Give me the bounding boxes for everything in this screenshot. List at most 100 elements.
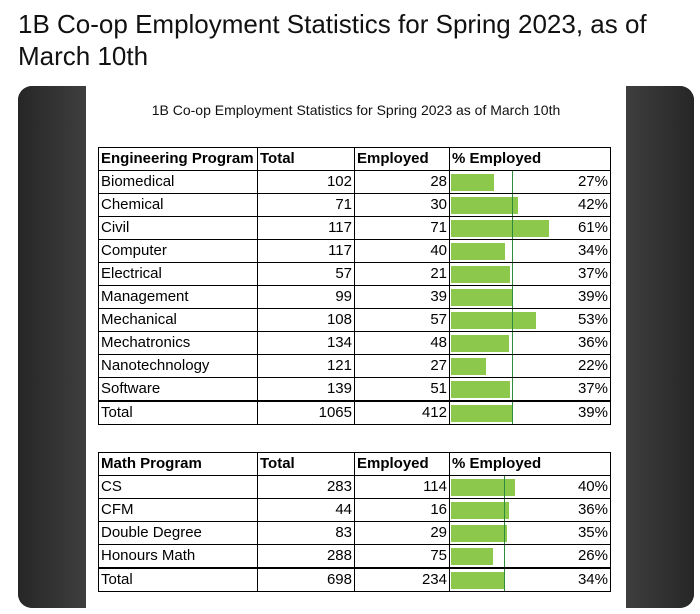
pct-bar — [451, 381, 510, 398]
program-name: Double Degree — [98, 521, 258, 545]
table-row: Chemical 71 30 42% — [98, 193, 611, 217]
pct-value: 37% — [577, 380, 608, 397]
total-count: 44 — [257, 498, 355, 522]
total-count: 108 — [257, 308, 355, 332]
pct-bar — [451, 197, 518, 214]
total-row: Total 698 234 34% — [98, 567, 611, 592]
program-name: Mechatronics — [98, 331, 258, 355]
employed-count: 51 — [354, 377, 450, 402]
average-line — [512, 286, 513, 308]
table-row: Management 99 39 39% — [98, 285, 611, 309]
header-total: Total — [257, 147, 355, 171]
pct-bar — [451, 312, 536, 329]
table-row: Mechatronics 134 48 36% — [98, 331, 611, 355]
header-pct-employed: % Employed — [449, 452, 611, 476]
employed-count: 27 — [354, 354, 450, 378]
average-line — [512, 240, 513, 262]
pct-bar — [451, 548, 493, 565]
header-program: Math Program — [98, 452, 258, 476]
pct-bar — [451, 502, 509, 519]
engineering-table: Engineering Program Total Employed % Emp… — [98, 147, 611, 425]
table-row: Computer 117 40 34% — [98, 239, 611, 263]
header-program: Engineering Program — [98, 147, 258, 171]
employed-count: 234 — [354, 567, 450, 592]
employed-count: 412 — [354, 400, 450, 425]
employed-count: 48 — [354, 331, 450, 355]
pct-value: 39% — [577, 288, 608, 305]
pct-employed-cell: 39% — [449, 285, 611, 309]
employed-count: 16 — [354, 498, 450, 522]
pct-value: 37% — [577, 265, 608, 282]
frame-shade-left — [18, 86, 88, 608]
program-name: Management — [98, 285, 258, 309]
pct-value: 36% — [577, 501, 608, 518]
pct-value: 39% — [577, 404, 608, 421]
program-name: Nanotechnology — [98, 354, 258, 378]
pct-bar — [451, 479, 515, 496]
employed-count: 21 — [354, 262, 450, 286]
table-row: Mechanical 108 57 53% — [98, 308, 611, 332]
employed-count: 114 — [354, 475, 450, 499]
average-line — [512, 378, 513, 400]
program-name: Total — [98, 400, 258, 425]
total-row: Total 1065 412 39% — [98, 400, 611, 425]
total-count: 117 — [257, 239, 355, 263]
pct-value: 34% — [577, 242, 608, 259]
pct-bar — [451, 243, 505, 260]
average-line — [512, 355, 513, 377]
average-line — [504, 522, 505, 544]
average-line — [504, 545, 505, 567]
engineering-header-row: Engineering Program Total Employed % Emp… — [98, 147, 611, 171]
employed-count: 29 — [354, 521, 450, 545]
pct-employed-cell: 27% — [449, 170, 611, 194]
program-name: Mechanical — [98, 308, 258, 332]
employed-count: 75 — [354, 544, 450, 569]
pct-bar — [451, 266, 510, 283]
pct-value: 36% — [577, 334, 608, 351]
average-line — [512, 332, 513, 354]
program-name: Honours Math — [98, 544, 258, 569]
total-count: 99 — [257, 285, 355, 309]
pct-value: 27% — [577, 173, 608, 190]
pct-bar — [451, 572, 505, 589]
pct-employed-cell: 39% — [449, 400, 611, 425]
total-count: 283 — [257, 475, 355, 499]
total-count: 288 — [257, 544, 355, 569]
total-count: 134 — [257, 331, 355, 355]
table-row: CS 283 114 40% — [98, 475, 611, 499]
pct-value: 61% — [577, 219, 608, 236]
pct-employed-cell: 53% — [449, 308, 611, 332]
average-line — [512, 194, 513, 216]
program-name: CFM — [98, 498, 258, 522]
total-count: 1065 — [257, 400, 355, 425]
header-pct-employed: % Employed — [449, 147, 611, 171]
pct-employed-cell: 34% — [449, 567, 611, 592]
employed-count: 39 — [354, 285, 450, 309]
total-count: 117 — [257, 216, 355, 240]
post-headline: 1B Co-op Employment Statistics for Sprin… — [18, 9, 647, 71]
average-line — [512, 263, 513, 285]
program-name: Biomedical — [98, 170, 258, 194]
header-employed: Employed — [354, 452, 450, 476]
total-count: 57 — [257, 262, 355, 286]
pct-employed-cell: 37% — [449, 377, 611, 402]
employed-count: 28 — [354, 170, 450, 194]
math-table: Math Program Total Employed % Employed C… — [98, 452, 611, 592]
pct-value: 53% — [577, 311, 608, 328]
total-count: 71 — [257, 193, 355, 217]
pct-employed-cell: 26% — [449, 544, 611, 569]
pct-employed-cell: 37% — [449, 262, 611, 286]
employed-count: 57 — [354, 308, 450, 332]
image-title: 1B Co-op Employment Statistics for Sprin… — [151, 102, 561, 118]
pct-employed-cell: 34% — [449, 239, 611, 263]
image-frame[interactable]: 1B Co-op Employment Statistics for Sprin… — [18, 86, 694, 608]
table-row: Nanotechnology 121 27 22% — [98, 354, 611, 378]
average-line — [512, 402, 513, 424]
table-row: Software 139 51 37% — [98, 377, 611, 402]
math-header-row: Math Program Total Employed % Employed — [98, 452, 611, 476]
pct-value: 26% — [577, 547, 608, 564]
frame-shade-right — [624, 86, 694, 608]
average-line — [504, 476, 505, 498]
pct-value: 35% — [577, 524, 608, 541]
pct-value: 22% — [577, 357, 608, 374]
